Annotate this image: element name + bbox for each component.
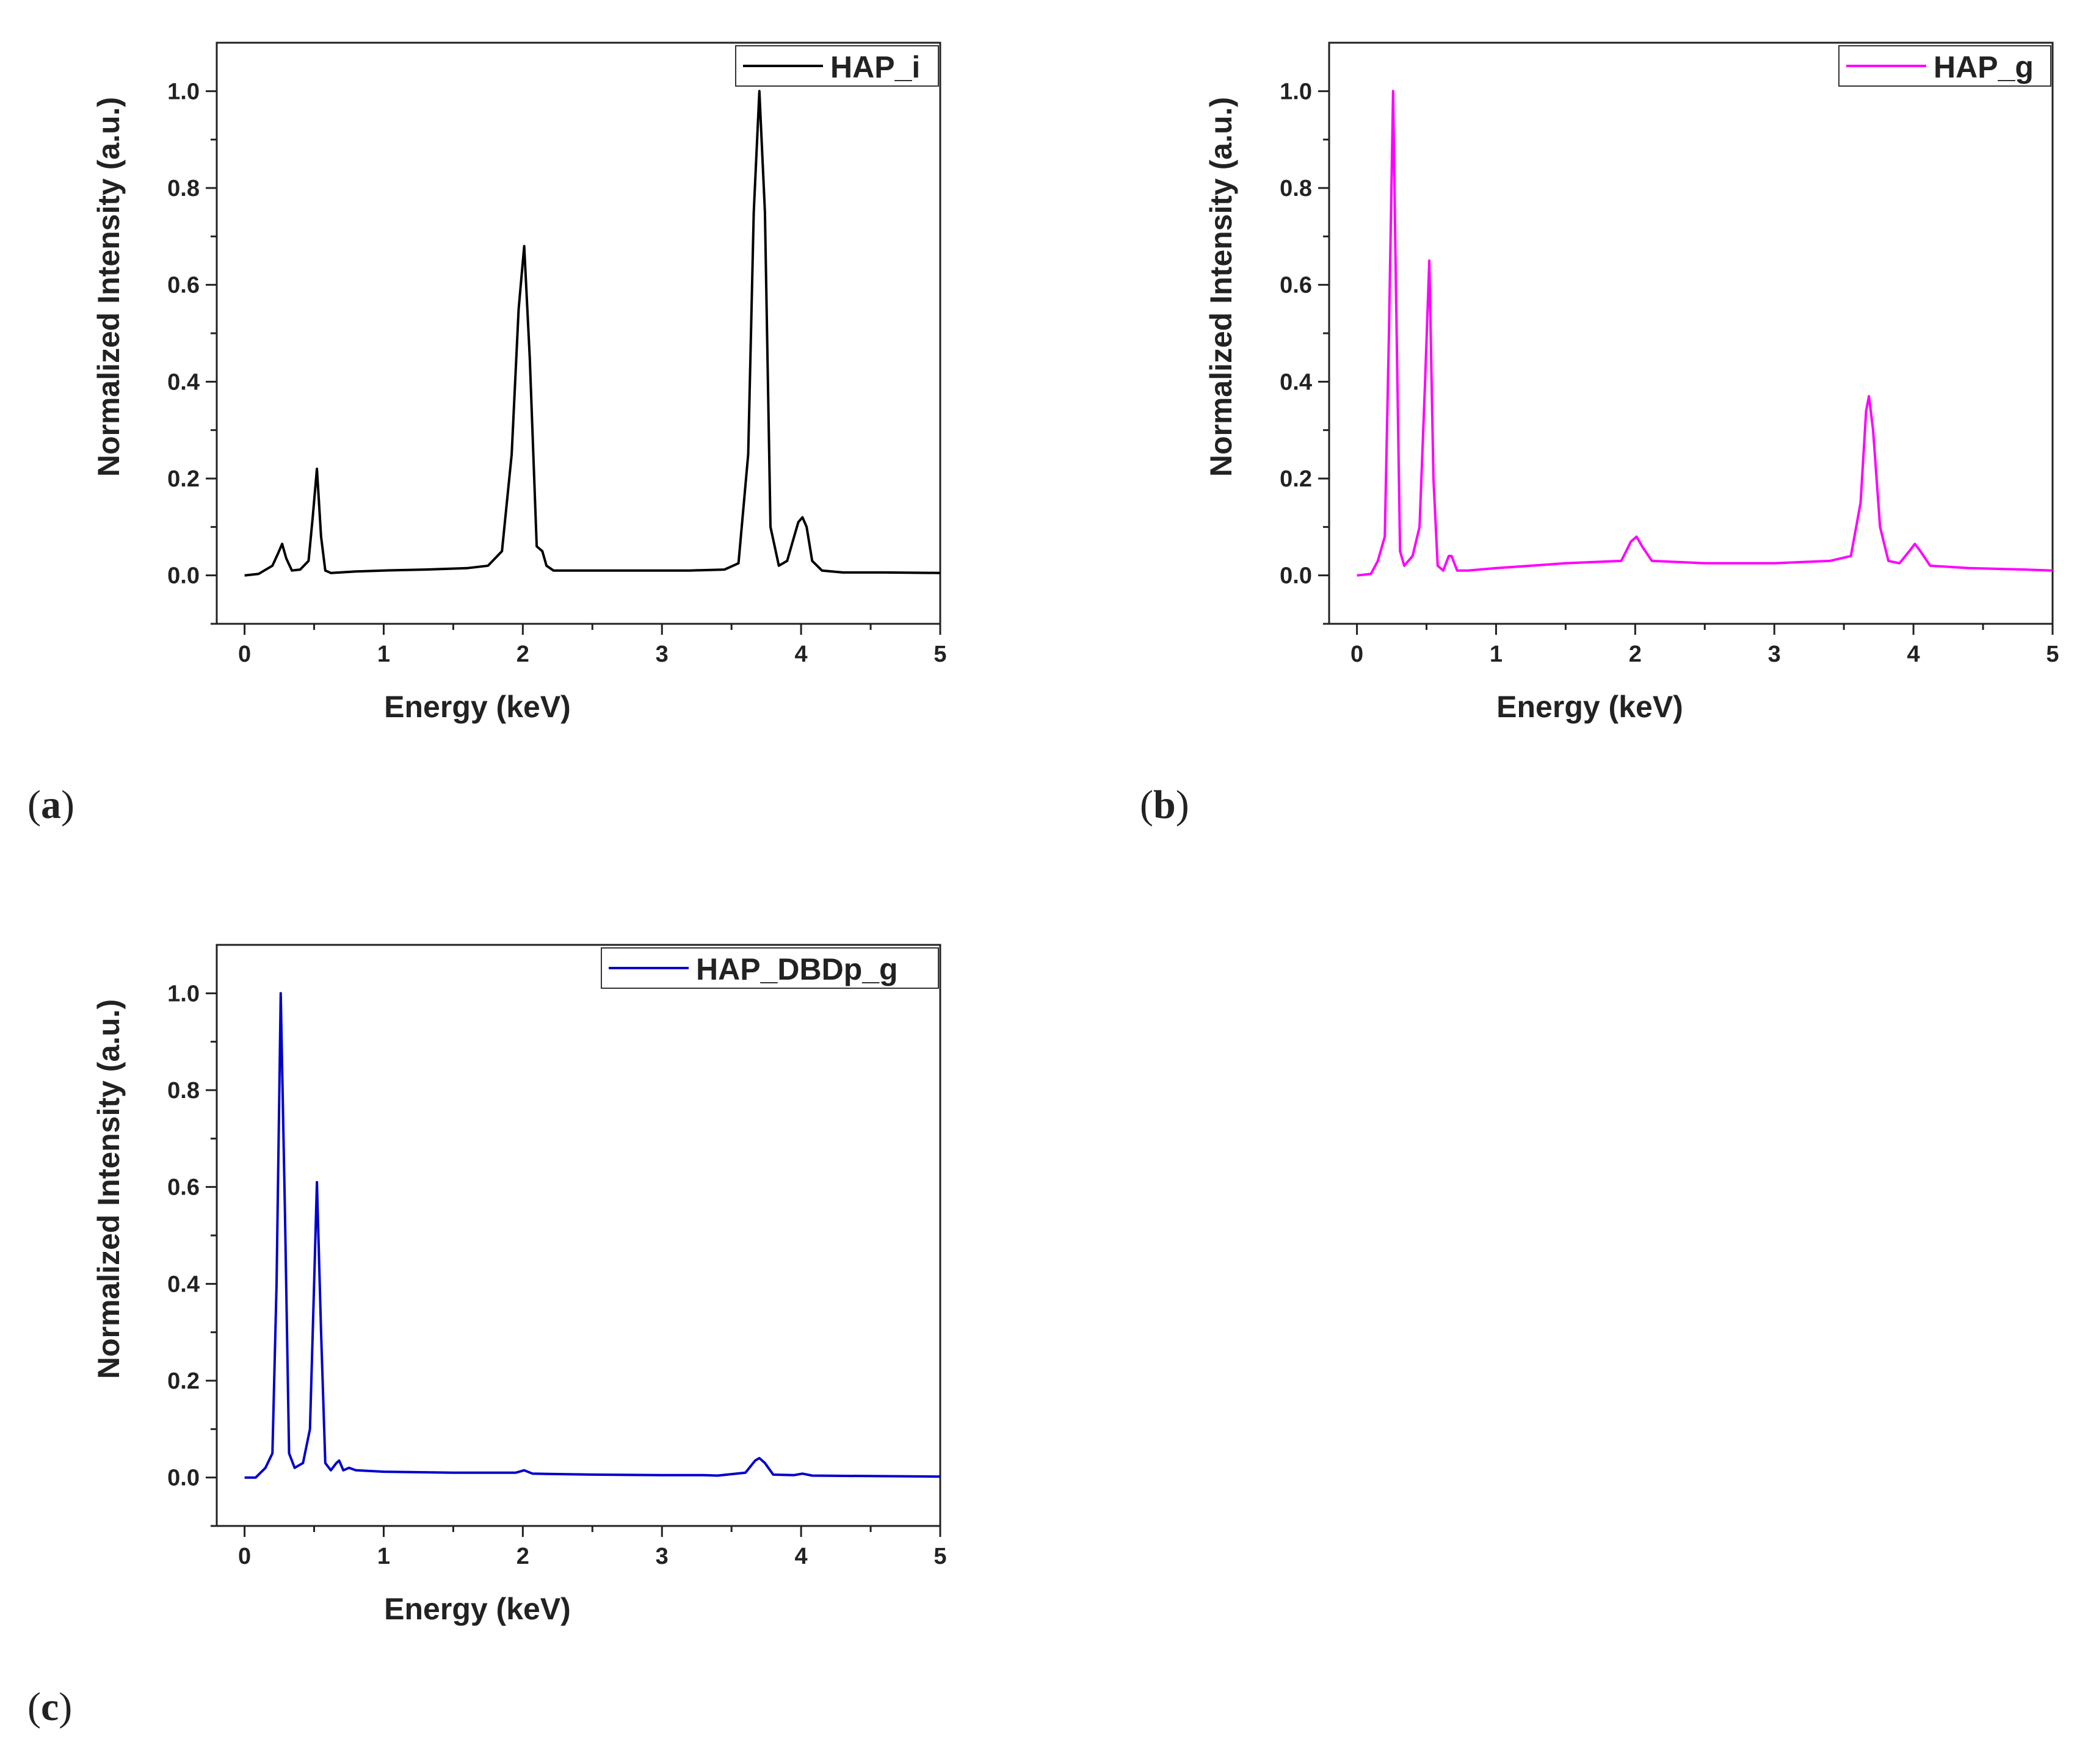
y-axis-title: Normalized Intensity (a.u.)	[92, 999, 126, 1379]
legend-label: HAP_DBDp_g	[696, 952, 898, 986]
y-tick-label: 0.8	[167, 176, 200, 201]
x-tick-label: 3	[656, 1544, 669, 1569]
series-line-HAP_i	[244, 90, 941, 577]
x-tick-label: 3	[1768, 642, 1781, 667]
legend-label: HAP_i	[830, 50, 920, 84]
x-axis-title: Energy (keV)	[384, 1592, 571, 1626]
legend-box	[601, 947, 939, 989]
y-axis-title: Normalized Intensity (a.u.)	[1204, 97, 1238, 477]
y-tick-label: 1.0	[167, 79, 200, 104]
x-tick-label: 4	[1907, 642, 1920, 667]
x-tick-label: 0	[1350, 642, 1363, 667]
plot-frame	[1328, 42, 2054, 625]
x-tick-label: 0	[238, 1544, 251, 1569]
y-tick-label: 0.2	[167, 466, 200, 492]
x-tick-label: 3	[656, 642, 669, 667]
y-tick-label: 0.0	[167, 563, 200, 589]
x-tick-label: 5	[933, 1544, 946, 1569]
x-tick-label: 5	[933, 642, 946, 667]
y-tick-label: 0.8	[1280, 176, 1312, 201]
y-tick-label: 0.8	[167, 1078, 200, 1104]
x-tick-label: 5	[2046, 642, 2059, 667]
x-tick-label: 1	[1490, 642, 1503, 667]
y-tick-label: 0.4	[167, 1271, 200, 1297]
y-tick-label: 0.0	[167, 1466, 200, 1491]
y-axis-title: Normalized Intensity (a.u.)	[92, 97, 126, 477]
y-tick-label: 0.4	[1280, 369, 1312, 395]
y-tick-label: 0.2	[167, 1368, 200, 1394]
y-tick-label: 1.0	[1280, 79, 1312, 104]
y-tick-label: 0.2	[1280, 466, 1312, 492]
x-tick-label: 2	[1629, 642, 1642, 667]
panel-c: 0 1 2 3 4 5 0.0 0.2 0.4 0.6 0.8 1.0 Normalized Inte…	[27, 944, 947, 1729]
y-tick-label: 0.4	[167, 369, 200, 395]
x-tick-label: 2	[517, 642, 529, 667]
y-tick-label: 1.0	[167, 981, 200, 1007]
x-tick-label: 2	[517, 1544, 529, 1569]
series-line-HAP_g	[1357, 90, 2053, 577]
y-tick-label: 0.6	[167, 273, 200, 298]
panel-letter: c	[41, 1685, 59, 1729]
x-tick-label: 0	[238, 642, 251, 667]
panel-label: (b)	[1140, 783, 1189, 827]
panel-letter: b	[1153, 783, 1176, 827]
panel-b: 0 1 2 3 4 5 0.0 0.2 0.4 0.6 0.8 1.0 Normalized Inte…	[1140, 42, 2059, 827]
x-tick-label: 1	[377, 642, 390, 667]
panel-a: 0 1 2 3 4 5 0.0 0.2 0.4 0.6 0.8 1.0 Normalized Inte…	[27, 42, 947, 827]
x-tick-label: 4	[795, 1544, 808, 1569]
panel-letter: a	[41, 783, 61, 827]
panel-label: (a)	[27, 783, 74, 827]
plot-frame	[216, 42, 941, 625]
y-tick-label: 0.6	[167, 1175, 200, 1201]
panel-label: (c)	[27, 1685, 72, 1729]
legend-label: HAP_g	[1934, 50, 2034, 84]
y-tick-label: 0.6	[1280, 273, 1312, 298]
x-tick-label: 1	[377, 1544, 390, 1569]
x-tick-label: 4	[795, 642, 808, 667]
series-line-HAP_DBDp_g	[244, 992, 941, 1479]
x-axis-title: Energy (keV)	[1496, 690, 1683, 724]
x-axis-title: Energy (keV)	[384, 690, 571, 724]
y-tick-label: 0.0	[1280, 563, 1312, 589]
